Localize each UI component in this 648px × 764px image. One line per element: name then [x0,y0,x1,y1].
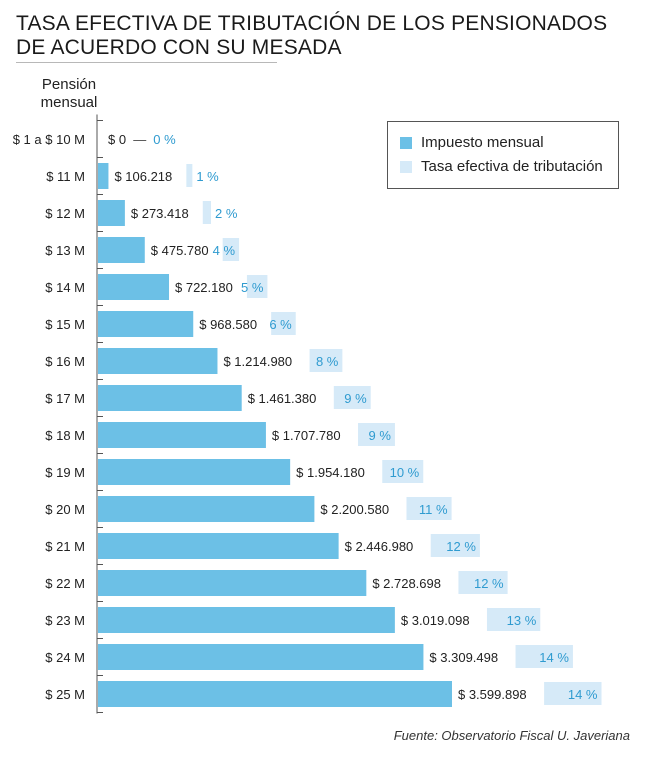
tax-value-label: $ 968.580 [199,317,257,332]
category-label: $ 11 M [46,169,85,184]
legend-label-tax: Impuesto mensual [421,134,544,151]
rate-value-label: 12 % [474,576,504,591]
category-label: $ 15 M [45,317,85,332]
tax-bar [98,607,395,633]
tax-value-label: $ 475.780 [151,243,209,258]
legend-item-rate: Tasa efectiva de tributación [400,158,603,175]
title-divider [16,62,277,63]
tax-bar [98,496,315,522]
rate-bar [406,497,452,520]
legend-label-rate: Tasa efectiva de tributación [421,158,603,175]
rate-value-label: 4 % [213,243,236,258]
tax-bar [98,237,145,263]
rate-value-label: 6 % [269,317,292,332]
rate-value-label: 13 % [507,613,537,628]
category-label: $ 18 M [45,428,85,443]
tax-value-label: $ 3.309.498 [429,650,498,665]
legend: Impuesto mensual Tasa efectiva de tribut… [387,121,619,189]
chart-title-line-2: DE ACUERDO CON SU MESADA [16,36,342,59]
rate-value-label: 8 % [316,354,339,369]
tax-bar [98,533,339,559]
tax-value-label: $ 722.180 [175,280,233,295]
category-label: $ 19 M [45,465,85,480]
tax-bar [98,570,367,596]
tax-bar [98,163,109,189]
tax-value-label: $ 3.599.898 [458,687,527,702]
zero-separator: — [133,132,146,147]
tax-bar [98,385,242,411]
tax-value-label: $ 1.707.780 [272,428,341,443]
rate-bar [271,312,296,335]
category-label: $ 23 M [45,613,85,628]
source-note: Fuente: Observatorio Fiscal U. Javeriana [393,728,630,743]
tax-bar [98,311,194,337]
rate-bar [544,682,602,705]
chart-title: TASA EFECTIVA DE TRIBUTACIÓN DE LOS PENS… [16,12,607,60]
tax-bar [98,274,170,300]
rate-value-label: 10 % [390,465,420,480]
tax-value-label: $ 2.728.698 [372,576,441,591]
rate-value-label: 2 % [215,206,238,221]
rate-bar [246,275,268,298]
tax-bar [98,681,452,707]
rate-value-label: 0 % [153,132,176,147]
rate-value-label: 9 % [344,391,367,406]
rate-value-label: 12 % [446,539,476,554]
rate-value-label: 1 % [196,169,219,184]
rate-bar [515,645,573,668]
rate-value-label: 14 % [539,650,569,665]
category-label: $ 16 M [45,354,85,369]
category-label: $ 14 M [45,280,85,295]
rate-bar [222,238,240,261]
rate-bar [202,201,211,224]
category-label: $ 12 M [45,206,85,221]
tax-bar [98,200,125,226]
legend-swatch-rate [400,160,412,173]
rate-bar [186,164,193,187]
tax-value-label: $ 2.446.980 [345,539,414,554]
rate-bar [486,608,541,631]
y-axis-label: Pensión mensual [40,76,98,111]
legend-swatch-tax [400,136,412,149]
tax-value-label: $ 0 [108,132,126,147]
tax-value-label: $ 3.019.098 [401,613,470,628]
rate-bar [382,460,424,483]
category-label: $ 25 M [45,687,85,702]
rate-bar [430,534,480,557]
tax-value-label: $ 106.218 [114,169,172,184]
category-label: $ 21 M [45,539,85,554]
legend-item-tax: Impuesto mensual [400,134,544,151]
tax-value-label: $ 2.200.580 [320,502,389,517]
rate-bar [358,423,395,446]
tax-value-label: $ 1.461.380 [248,391,317,406]
rate-value-label: 11 % [419,502,448,517]
category-label: $ 24 M [45,650,85,665]
tax-value-label: $ 1.214.980 [223,354,292,369]
rate-value-label: 5 % [241,280,264,295]
tax-value-label: $ 273.418 [131,206,189,221]
rate-bar [309,349,343,372]
category-label: $ 1 a $ 10 M [13,132,85,147]
category-label: $ 22 M [45,576,85,591]
chart-title-line-1: TASA EFECTIVA DE TRIBUTACIÓN DE LOS PENS… [16,12,608,35]
tax-bar [98,422,266,448]
tax-bar [98,459,291,485]
tax-bar [98,644,424,670]
rate-value-label: 14 % [568,687,598,702]
rate-bar [333,386,371,409]
category-label: $ 20 M [45,502,85,517]
tax-bar [98,348,218,374]
rate-bar [458,571,508,594]
category-label: $ 17 M [45,391,85,406]
tax-value-label: $ 1.954.180 [296,465,365,480]
rate-value-label: 9 % [369,428,392,443]
category-label: $ 13 M [45,243,85,258]
